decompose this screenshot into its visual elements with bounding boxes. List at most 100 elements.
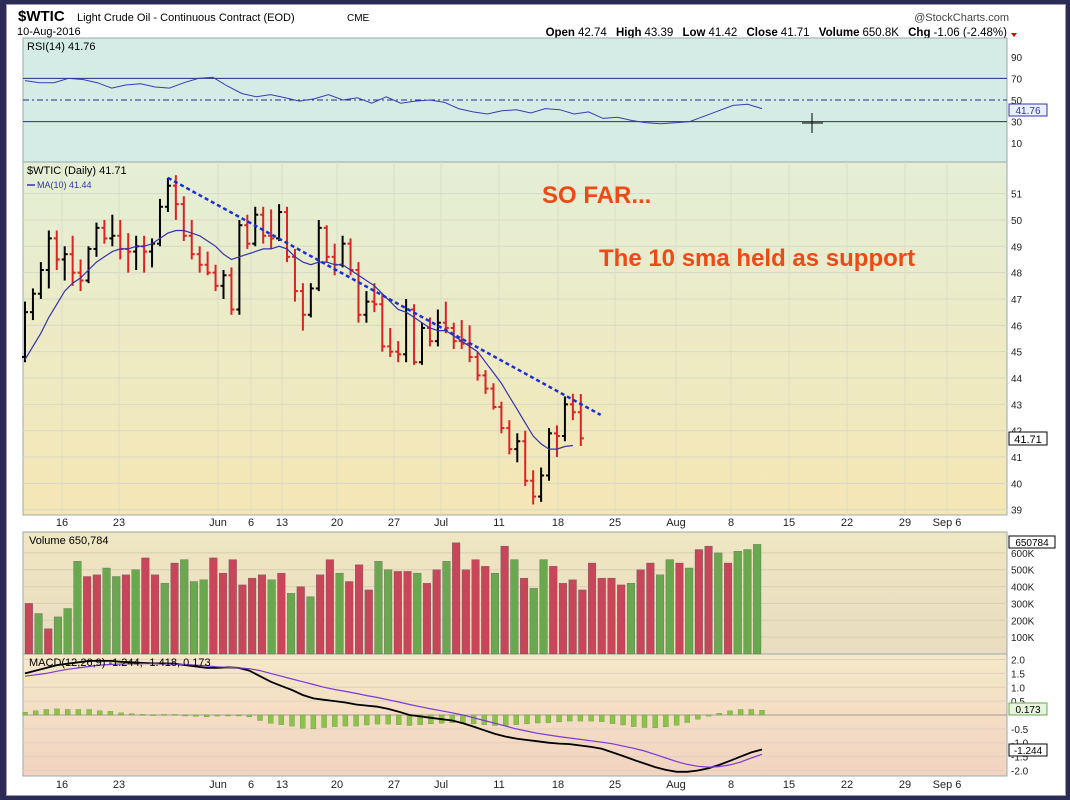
macd-histogram-bar: [374, 714, 381, 725]
macd-x-tick-label: Aug: [666, 779, 686, 791]
price-tick-label: 45: [1011, 348, 1023, 359]
macd-x-tick-label: 16: [56, 779, 68, 791]
price-tick-label: 50: [1011, 216, 1023, 227]
macd-histogram-bar: [268, 714, 274, 724]
volume-bar: [267, 579, 276, 655]
volume-bar: [665, 559, 674, 655]
price-tick-label: 44: [1011, 374, 1023, 385]
date-label: 10-Aug-2016: [17, 26, 81, 38]
volume-bar: [452, 542, 461, 655]
macd-histogram-bar: [396, 714, 402, 725]
svg-text:0.173: 0.173: [1015, 705, 1040, 716]
rsi-tick-label: 90: [1011, 53, 1023, 64]
macd-histogram-bar: [513, 714, 519, 725]
volume-bar: [549, 566, 558, 655]
macd-x-tick-label: 8: [728, 779, 734, 791]
ohlc-readout: Open 42.74 High 43.39 Low 41.42 Close 41.71 …: [546, 27, 1008, 39]
volume-bar: [529, 588, 538, 655]
volume-bar: [403, 571, 412, 655]
price-x-tick-label: 15: [783, 517, 795, 529]
volume-bar: [219, 572, 228, 655]
macd-histogram-bar: [620, 714, 626, 726]
macd-histogram-bar: [417, 714, 423, 725]
volume-bar: [316, 574, 325, 655]
macd-histogram-bar: [503, 714, 509, 726]
price-tick-label: 46: [1011, 321, 1023, 332]
macd-histogram-bar: [737, 709, 744, 716]
macd-x-tick-label: 11: [493, 779, 504, 791]
brand-label: @StockCharts.com: [914, 12, 1009, 24]
price-tick-label: 49: [1011, 242, 1023, 253]
volume-bar: [335, 572, 344, 655]
macd-histogram-bar: [150, 714, 156, 716]
price-x-tick-label: 8: [728, 517, 734, 529]
ma-legend: MA(10) 41.44: [37, 180, 92, 190]
macd-histogram-bar: [428, 714, 434, 725]
volume-bar: [141, 557, 150, 655]
volume-tick-label: 100K: [1011, 633, 1035, 644]
price-x-tick-label: 20: [331, 517, 343, 529]
volume-bar: [481, 566, 490, 655]
volume-bar: [83, 576, 92, 655]
volume-bar: [53, 616, 62, 655]
volume-bar: [228, 559, 237, 655]
volume-bar: [646, 562, 655, 655]
volume-bar: [131, 569, 140, 655]
macd-histogram-bar: [727, 710, 733, 716]
price-x-tick-label: Jul: [434, 517, 448, 529]
macd-histogram-bar: [342, 714, 349, 727]
volume-bar: [170, 562, 179, 655]
volume-bar: [675, 562, 684, 655]
volume-bar: [325, 559, 334, 655]
volume-bar: [257, 574, 266, 655]
macd-histogram-bar: [524, 714, 530, 725]
volume-bar: [384, 569, 393, 655]
macd-histogram-bar: [577, 714, 584, 722]
volume-bar: [704, 545, 713, 655]
price-tick-label: 51: [1011, 190, 1023, 201]
macd-histogram-bar: [492, 714, 498, 726]
price-tick-label: 43: [1011, 400, 1023, 411]
volume-bar: [461, 569, 470, 655]
volume-bar: [296, 586, 305, 655]
price-tick-label: 48: [1011, 269, 1023, 280]
macd-tick-label: -2.0: [1011, 766, 1029, 777]
volume-bar: [121, 574, 130, 655]
macd-signal-line: [24, 663, 763, 768]
price-x-tick-label: Jun: [209, 517, 227, 529]
macd-x-tick-label: 6: [248, 779, 254, 791]
annotation-support: The 10 sma held as support: [599, 245, 915, 272]
macd-tick-label: 2.0: [1011, 656, 1025, 667]
svg-text:-1.244: -1.244: [1014, 746, 1043, 757]
rsi-tick-label: 30: [1011, 118, 1023, 129]
volume-bar: [209, 557, 218, 655]
rsi-tick-label: 70: [1011, 74, 1023, 85]
volume-bar: [374, 561, 383, 655]
macd-x-tick-label: 15: [783, 779, 795, 791]
macd-histogram-bar: [684, 714, 690, 723]
volume-bar: [413, 572, 422, 655]
macd-histogram-bar: [716, 713, 722, 716]
macd-histogram-bar: [139, 714, 146, 716]
volume-bar: [34, 613, 43, 655]
macd-histogram-bar: [97, 710, 103, 716]
volume-bar: [558, 583, 567, 655]
macd-x-tick-label: Jun: [209, 779, 227, 791]
macd-histogram-bar: [641, 714, 648, 728]
volume-bar: [733, 551, 742, 655]
macd-histogram-bar: [33, 710, 39, 716]
volume-bar: [422, 583, 431, 655]
macd-histogram-bar: [86, 709, 92, 716]
macd-histogram-bar: [129, 713, 135, 716]
macd-x-tick-label: 23: [113, 779, 125, 791]
macd-histogram-bar: [65, 709, 71, 716]
down-arrow-icon: [1011, 33, 1017, 37]
volume-bar: [626, 583, 635, 655]
macd-histogram-bar: [588, 714, 594, 722]
macd-tick-label: -1.5: [1011, 753, 1029, 764]
volume-bar: [510, 559, 519, 655]
macd-histogram-bar: [321, 714, 327, 728]
volume-bar: [63, 608, 72, 655]
macd-x-tick-label: 20: [331, 779, 343, 791]
symbol-label: $WTIC: [18, 8, 65, 25]
